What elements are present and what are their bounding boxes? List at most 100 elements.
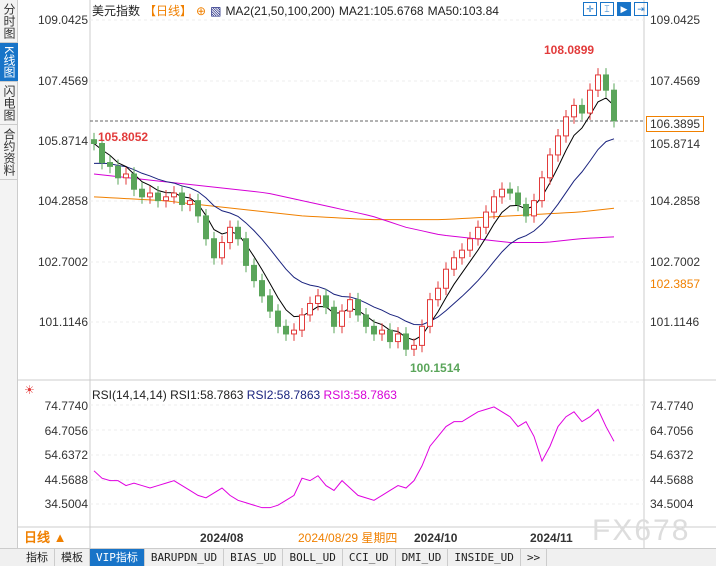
- candle-body: [307, 302, 313, 316]
- candle-body: [523, 203, 529, 217]
- tab-dmi[interactable]: DMI_UD: [396, 549, 449, 566]
- tab-indicators[interactable]: 指标: [20, 549, 55, 566]
- ma50-line: [93, 138, 615, 326]
- tab-vip-indicators[interactable]: VIP指标: [90, 549, 145, 566]
- candle-body: [507, 188, 513, 194]
- chart-header: 美元指数 【日线】 ⊕ ▧ MA2(21,50,100,200) MA21:105.676…: [92, 2, 503, 19]
- ma50-value: MA50:103.84: [427, 4, 499, 18]
- price-axis-label: 107.4569: [650, 74, 701, 88]
- candle-body: [595, 74, 601, 91]
- play-right-icon[interactable]: ▶: [617, 2, 631, 16]
- candle-body: [531, 200, 537, 217]
- crosshair-icon[interactable]: ⊕: [196, 4, 207, 18]
- candle-body: [427, 299, 433, 327]
- tab-inside[interactable]: INSIDE_UD: [448, 549, 521, 566]
- more-tabs-button[interactable]: >>: [521, 549, 548, 566]
- rsi-axis-label: 34.5004: [650, 497, 694, 511]
- candle-body: [451, 257, 457, 270]
- candle-body: [363, 314, 369, 327]
- rsi-axis-label: 64.7056: [44, 424, 88, 438]
- date-label: 2024/11: [530, 531, 573, 545]
- candle-body: [115, 165, 121, 179]
- candle-body: [467, 238, 473, 251]
- tab-boll[interactable]: BOLL_UD: [283, 549, 343, 566]
- rsi-axis-label: 64.7056: [650, 424, 694, 438]
- candle-body: [163, 196, 169, 202]
- side-tabs: 分时图 K线图 闪电图 合约资料: [0, 0, 18, 548]
- rsi-axis-label: 44.5688: [44, 473, 88, 487]
- candle-body: [459, 249, 465, 259]
- tab-kline[interactable]: K线图: [0, 43, 18, 83]
- rsi-line: [93, 406, 615, 509]
- period-toggle-button[interactable]: 日线 ▲: [24, 530, 67, 545]
- rsi2-value: RSI2:58.7863: [246, 388, 321, 402]
- candle-body: [323, 295, 329, 308]
- price-axis-label: 105.8714: [650, 137, 701, 151]
- candle-body: [315, 295, 321, 304]
- price-axis-label: 102.7002: [650, 255, 701, 269]
- price-axis-label: 101.1146: [650, 315, 700, 329]
- candle-body: [299, 314, 305, 331]
- scroll-end-icon[interactable]: ⇥: [634, 2, 648, 16]
- candle-body: [107, 162, 113, 167]
- ma-icon[interactable]: ▧: [210, 4, 222, 18]
- tab-bias[interactable]: BIAS_UD: [224, 549, 284, 566]
- candle-body: [123, 173, 129, 179]
- rsi-settings-icon[interactable]: ☀: [24, 383, 35, 397]
- candle-body: [587, 89, 593, 114]
- rsi-header: RSI(14,14,14) RSI1:58.7863 RSI2:58.7863 …: [92, 388, 397, 402]
- rsi-axis-label: 34.5004: [44, 497, 88, 511]
- candle-body: [219, 242, 225, 259]
- rsi1-value: RSI1:58.7863: [170, 388, 244, 402]
- rsi-label: RSI(14,14,14): [92, 388, 167, 402]
- tab-templates[interactable]: 模板: [55, 549, 90, 566]
- candle-body: [259, 280, 265, 297]
- chart-tools: ✛ ⌶ ▶ ⇥: [583, 2, 648, 16]
- ma200-price-label: 102.3857: [650, 277, 701, 291]
- price-axis-label: 109.0425: [37, 13, 88, 27]
- candle-body: [355, 299, 361, 316]
- crosshair-tool-icon[interactable]: ✛: [583, 2, 597, 16]
- rsi-axis-label: 74.7740: [650, 399, 694, 413]
- high-annotation: 108.0899: [544, 43, 595, 57]
- candle-body: [99, 143, 105, 164]
- ma21-value: MA21:105.6768: [338, 4, 424, 18]
- kline-chart[interactable]: [0, 0, 716, 548]
- tab-cci[interactable]: CCI_UD: [343, 549, 396, 566]
- zoom-range-icon[interactable]: ⌶: [600, 2, 614, 16]
- tab-flash[interactable]: 闪电图: [0, 82, 18, 126]
- candle-body: [395, 333, 401, 343]
- rsi-axis-label: 54.6372: [44, 448, 88, 462]
- candle-body: [483, 211, 489, 228]
- candle-body: [371, 325, 377, 335]
- candle-body: [211, 238, 217, 259]
- price-axis-label: 101.1146: [38, 315, 88, 329]
- tab-barupdn[interactable]: BARUPDN_UD: [145, 549, 225, 566]
- date-label: 2024/08: [200, 531, 244, 545]
- candle-body: [251, 264, 257, 282]
- tab-intraday[interactable]: 分时图: [0, 0, 18, 43]
- candle-body: [347, 299, 353, 312]
- candle-body: [515, 192, 521, 205]
- candle-body: [571, 104, 577, 118]
- tab-contract-info[interactable]: 合约资料: [0, 125, 18, 181]
- candle-body: [475, 226, 481, 240]
- candle-body: [579, 104, 585, 114]
- candle-body: [379, 329, 385, 335]
- candle-body: [411, 344, 417, 350]
- price-axis-label: 104.2858: [650, 194, 701, 208]
- candle-body: [291, 329, 297, 335]
- candle-body: [227, 226, 233, 244]
- candle-body: [539, 177, 545, 202]
- price-axis-label: 105.8714: [37, 134, 88, 148]
- candle-body: [267, 295, 273, 312]
- ma100-line: [93, 173, 615, 244]
- candle-body: [203, 215, 209, 240]
- candle-body: [435, 287, 441, 301]
- candle-body: [171, 192, 177, 198]
- low-annotation: 100.1514: [410, 361, 461, 375]
- candle-body: [563, 116, 569, 137]
- date-label: 2024/10: [414, 531, 458, 545]
- candle-body: [187, 200, 193, 205]
- candle-body: [275, 310, 281, 327]
